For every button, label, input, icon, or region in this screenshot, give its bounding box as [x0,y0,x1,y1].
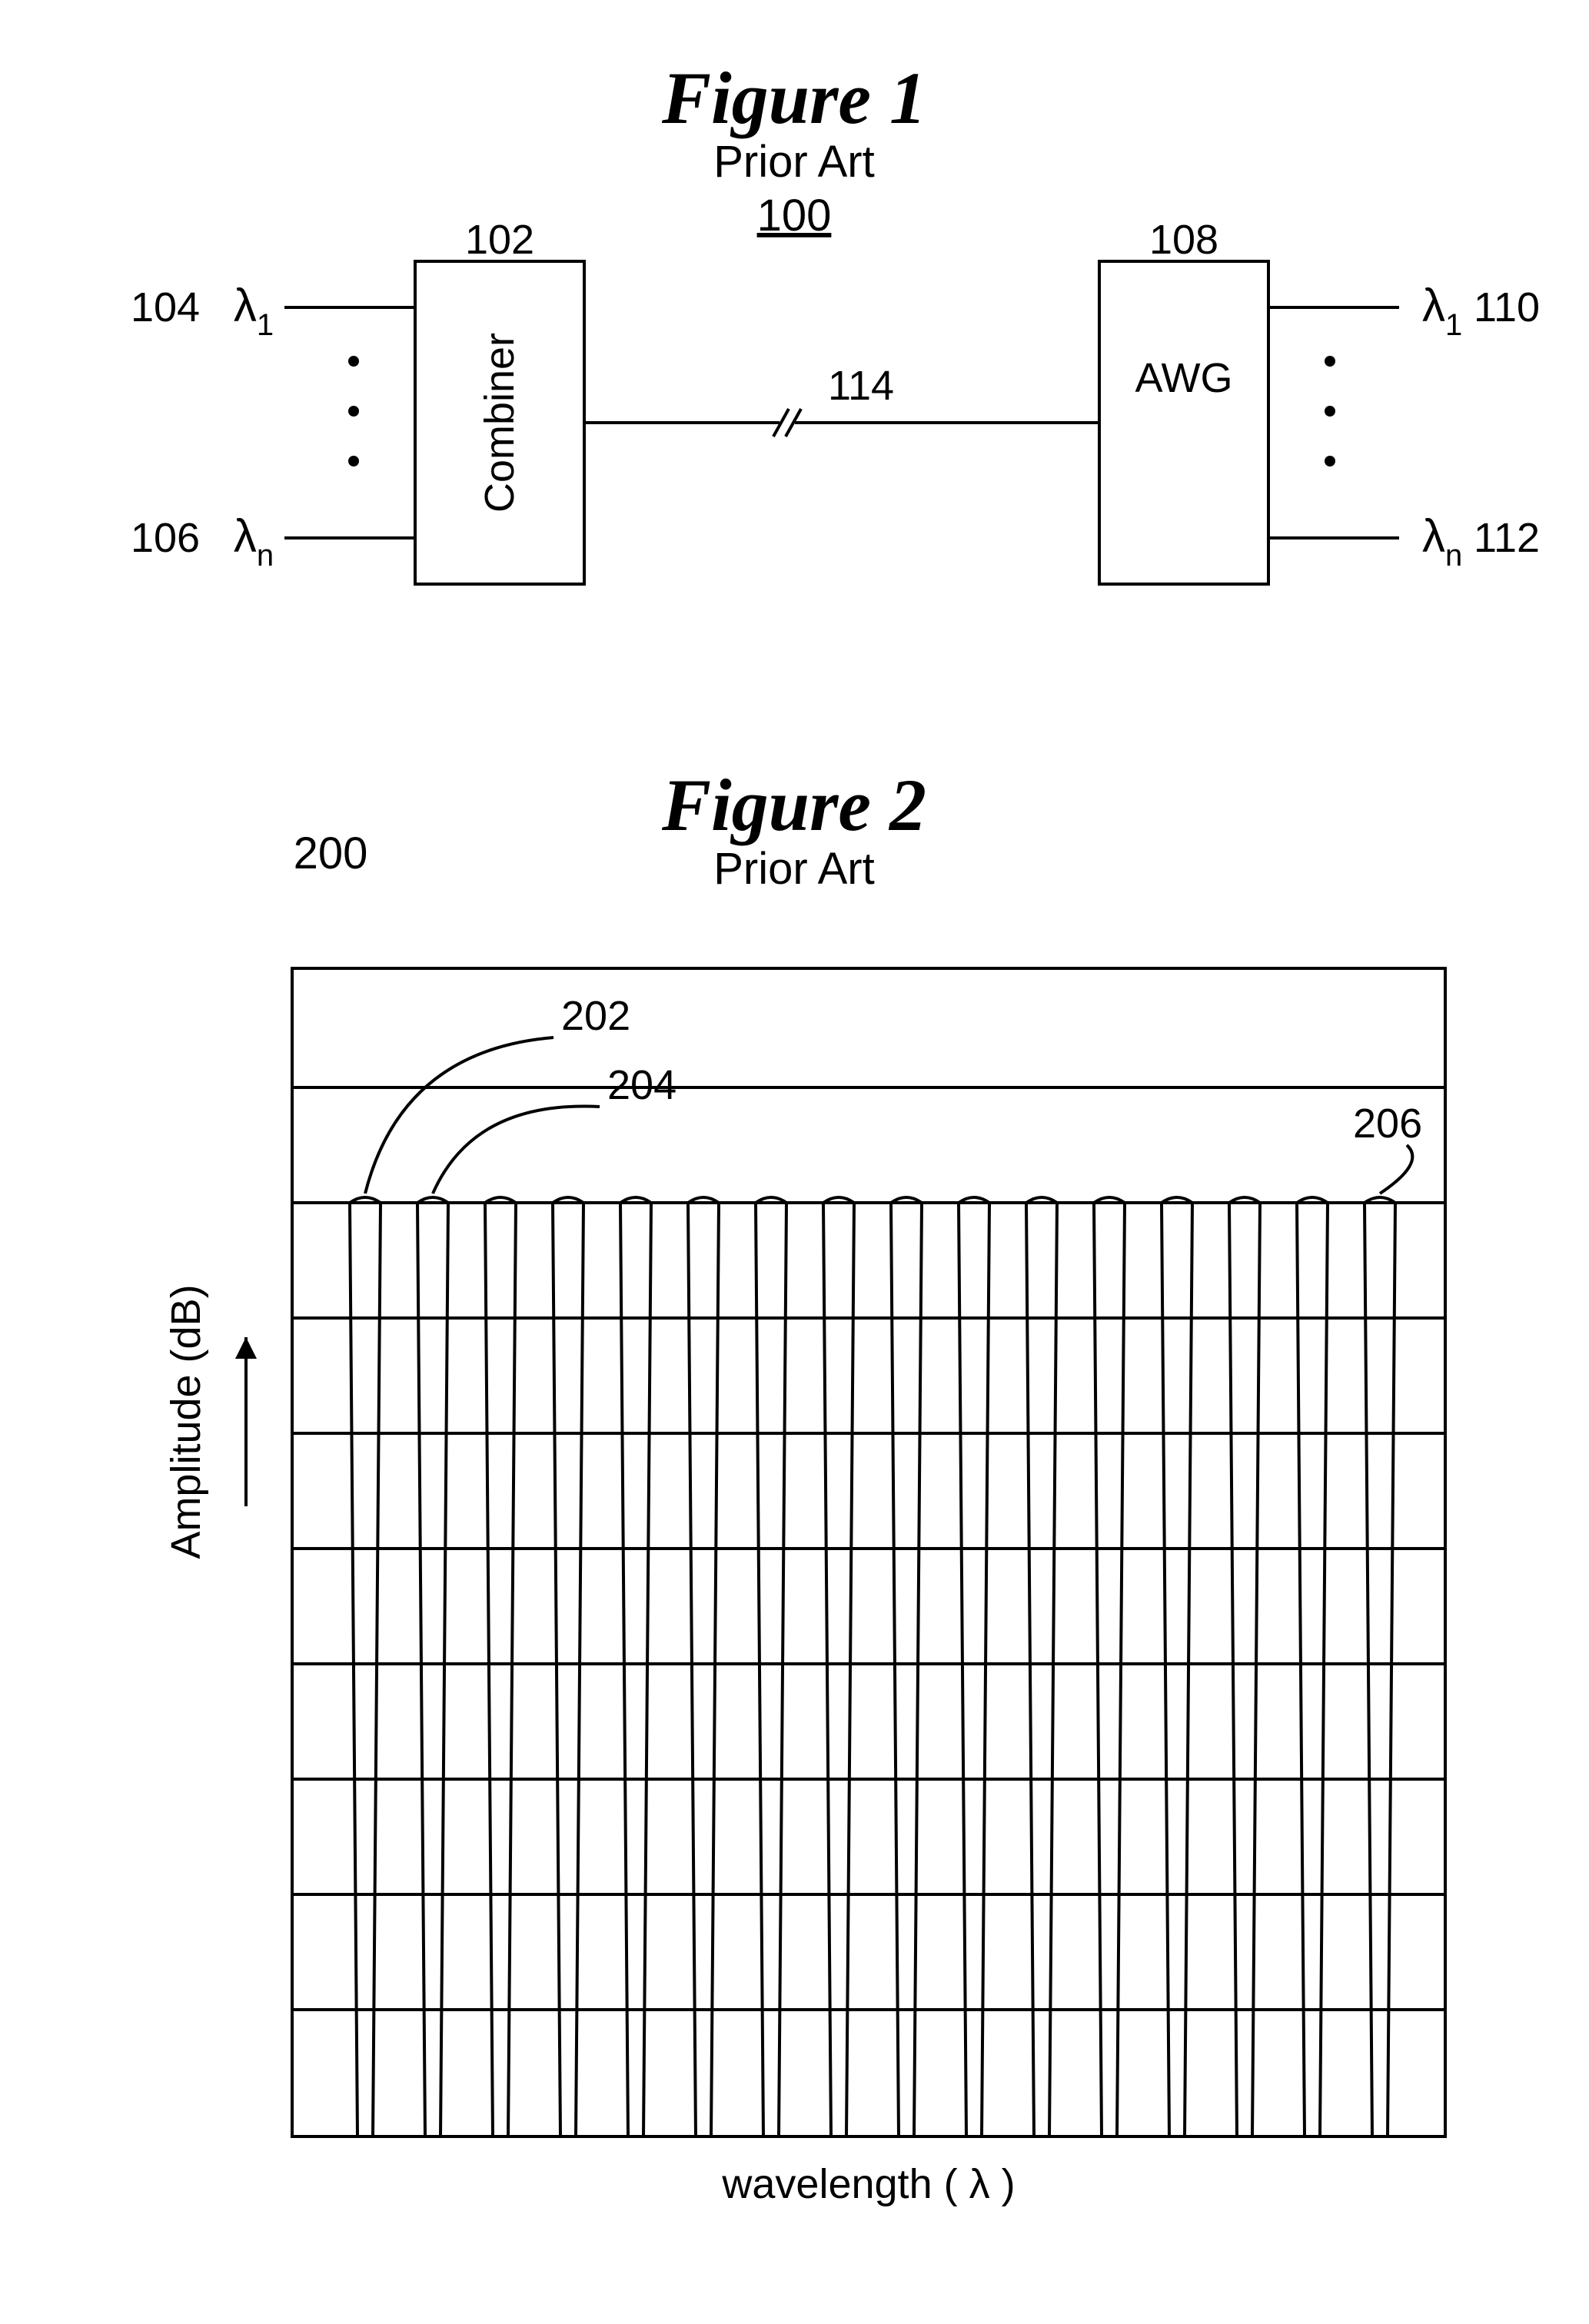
vdots-dot [348,356,359,367]
right-output-ref-0: 110 [1474,284,1540,330]
figure-1: Figure 1Prior Art100 Combiner 102 AWG 108 104… [131,57,1540,584]
figure-2: Figure 2Prior Art 200 Amplitude (dB) wavele… [163,764,1445,2207]
callout-204-leader [433,1106,600,1194]
channel-14 [1297,1197,1328,2136]
figures-svg: Figure 1Prior Art100Combiner102AWG108104… [0,0,1589,2324]
fig1-title: Figure 1 [661,57,926,139]
vdots-dot [1325,456,1335,466]
channel-6 [756,1197,786,2136]
combiner-ref: 102 [465,217,534,263]
awg-label: AWG [1135,355,1233,401]
channel-2 [485,1197,516,2136]
plot-frame [292,968,1445,2136]
callout-206-leader [1380,1145,1412,1194]
combiner-label: Combiner [477,333,523,513]
callout-204-label: 204 [607,1062,676,1108]
channel-1 [417,1197,448,2136]
channel-0 [350,1197,381,2136]
channel-13 [1229,1197,1260,2136]
fig1-subtitle: Prior Art [713,137,875,187]
vdots-dot [348,406,359,417]
vdots-dot [1325,356,1335,367]
channel-7 [823,1197,854,2136]
channel-9 [959,1197,989,2136]
vdots-dot [348,456,359,466]
fig1-ref-100: 100 [757,191,832,241]
channel-10 [1026,1197,1057,2136]
left-input-lambda-1: λn [234,510,274,573]
left-input-ref-0: 104 [131,284,200,330]
channel-8 [891,1197,922,2136]
plot-xlabel: wavelength ( λ ) [721,2161,1015,2207]
awg-ref: 108 [1149,217,1218,263]
awg-box [1099,261,1268,584]
fig2-subtitle: Prior Art [713,844,875,894]
right-output-lambda-0: λ1 [1422,280,1462,342]
fig2-title: Figure 2 [661,764,926,846]
callout-202-leader [365,1038,553,1194]
callout-202-label: 202 [561,993,630,1039]
right-output-ref-1: 112 [1474,515,1540,561]
fiber-ref: 114 [828,363,894,409]
fig2-ref-200: 200 [294,828,368,878]
plot-ylabel: Amplitude (dB) [163,1284,209,1559]
right-output-lambda-1: λn [1422,510,1462,573]
channel-4 [620,1197,651,2136]
callout-206-label: 206 [1353,1101,1422,1147]
left-input-ref-1: 106 [131,515,200,561]
vdots-dot [1325,406,1335,417]
plot-yarrow-head [235,1337,257,1359]
channel-15 [1365,1197,1395,2136]
channel-3 [553,1197,583,2136]
channel-5 [688,1197,719,2136]
left-input-lambda-0: λ1 [234,280,274,342]
page: Figure 1Prior Art100Combiner102AWG108104… [0,0,1589,2324]
channel-12 [1162,1197,1192,2136]
channel-11 [1094,1197,1125,2136]
